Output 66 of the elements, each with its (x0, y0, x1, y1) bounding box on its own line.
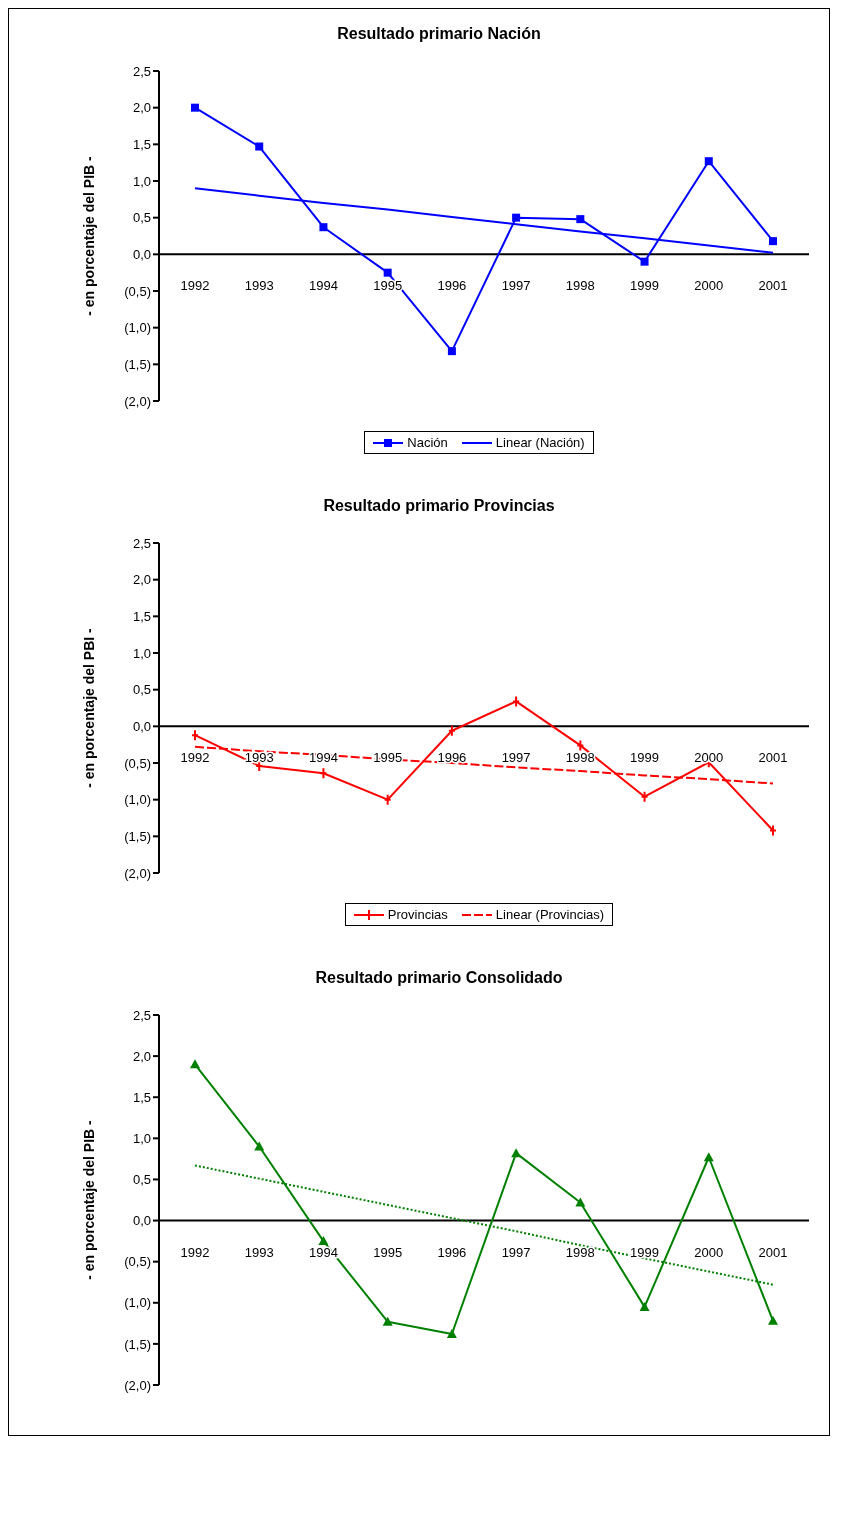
x-tick-label: 1993 (244, 1244, 274, 1260)
y-tick-label: (2,0) (124, 1377, 151, 1393)
chart-title: Resultado primario Consolidado (314, 969, 564, 987)
chart-title: Resultado primario Nación (336, 25, 542, 43)
y-tick-label: (0,5) (124, 283, 151, 299)
x-tick-label: 1996 (437, 1244, 467, 1260)
y-tick-label: (0,5) (124, 755, 151, 771)
y-tick-label: (0,5) (124, 1254, 151, 1270)
y-tick-label: 2,5 (132, 535, 151, 551)
y-axis-title: - en porcentaje del PBI - (80, 627, 97, 788)
y-tick-label: (1,5) (124, 356, 151, 372)
x-tick-label: 1999 (630, 278, 660, 294)
y-tick-label: 1,0 (132, 645, 151, 661)
x-tick-label: 2001 (758, 1244, 788, 1260)
x-tick-label: 1997 (501, 278, 531, 294)
x-tick-label: 2000 (694, 1244, 724, 1260)
x-tick-label: 1997 (501, 1244, 531, 1260)
x-tick-label: 1993 (244, 278, 274, 294)
x-tick-label: 2001 (758, 278, 788, 294)
y-tick-label: 0,0 (132, 1213, 151, 1229)
x-tick-label: 2000 (694, 750, 724, 766)
x-tick-label: 1992 (180, 750, 210, 766)
legend-label: Nación (407, 435, 448, 450)
y-tick-label: (1,5) (124, 828, 151, 844)
x-tick-label: 1999 (630, 750, 660, 766)
y-tick-label: (1,0) (124, 1295, 151, 1311)
x-tick-label: 1998 (565, 278, 595, 294)
y-tick-label: (1,0) (124, 792, 151, 808)
x-tick-label: 1996 (437, 278, 467, 294)
y-tick-label: 0,0 (132, 246, 151, 262)
y-tick-label: (1,5) (124, 1336, 151, 1352)
y-tick-label: 1,5 (132, 136, 151, 152)
y-tick-label: 1,5 (132, 1089, 151, 1105)
y-tick-label: 2,5 (132, 63, 151, 79)
x-tick-label: 2000 (694, 278, 724, 294)
x-tick-label: 1992 (180, 278, 210, 294)
y-axis-title: - en porcentaje del PIB - (80, 155, 97, 316)
x-tick-label: 1995 (373, 1244, 403, 1260)
y-tick-label: 2,0 (132, 100, 151, 116)
y-tick-label: 0,0 (132, 718, 151, 734)
y-tick-label: (2,0) (124, 393, 151, 409)
x-tick-label: 2001 (758, 750, 788, 766)
y-tick-label: 0,5 (132, 1172, 151, 1188)
x-tick-label: 1994 (308, 278, 338, 294)
legend-label: Provincias (387, 907, 448, 922)
y-tick-label: 1,5 (132, 608, 151, 624)
y-tick-label: 2,0 (132, 572, 151, 588)
x-tick-label: 1998 (565, 750, 595, 766)
x-tick-label: 1992 (180, 1244, 210, 1260)
x-tick-label: 1998 (565, 1244, 595, 1260)
y-tick-label: 2,5 (132, 1007, 151, 1023)
chart-title: Resultado primario Provincias (322, 497, 556, 515)
y-tick-label: 2,0 (132, 1048, 151, 1064)
y-tick-label: 1,0 (132, 173, 151, 189)
x-tick-label: 1993 (244, 750, 274, 766)
x-tick-label: 1999 (630, 1244, 660, 1260)
y-tick-label: 0,5 (132, 682, 151, 698)
x-tick-label: 1996 (437, 750, 467, 766)
x-tick-label: 1997 (501, 750, 531, 766)
legend-label: Linear (Provincias) (495, 907, 605, 922)
y-tick-label: (1,0) (124, 320, 151, 336)
legend-label: Linear (Nación) (495, 435, 585, 450)
y-tick-label: (2,0) (124, 865, 151, 881)
y-axis-title: - en porcentaje del PIB - (80, 1119, 97, 1280)
y-tick-label: 1,0 (132, 1130, 151, 1146)
y-tick-label: 0,5 (132, 210, 151, 226)
